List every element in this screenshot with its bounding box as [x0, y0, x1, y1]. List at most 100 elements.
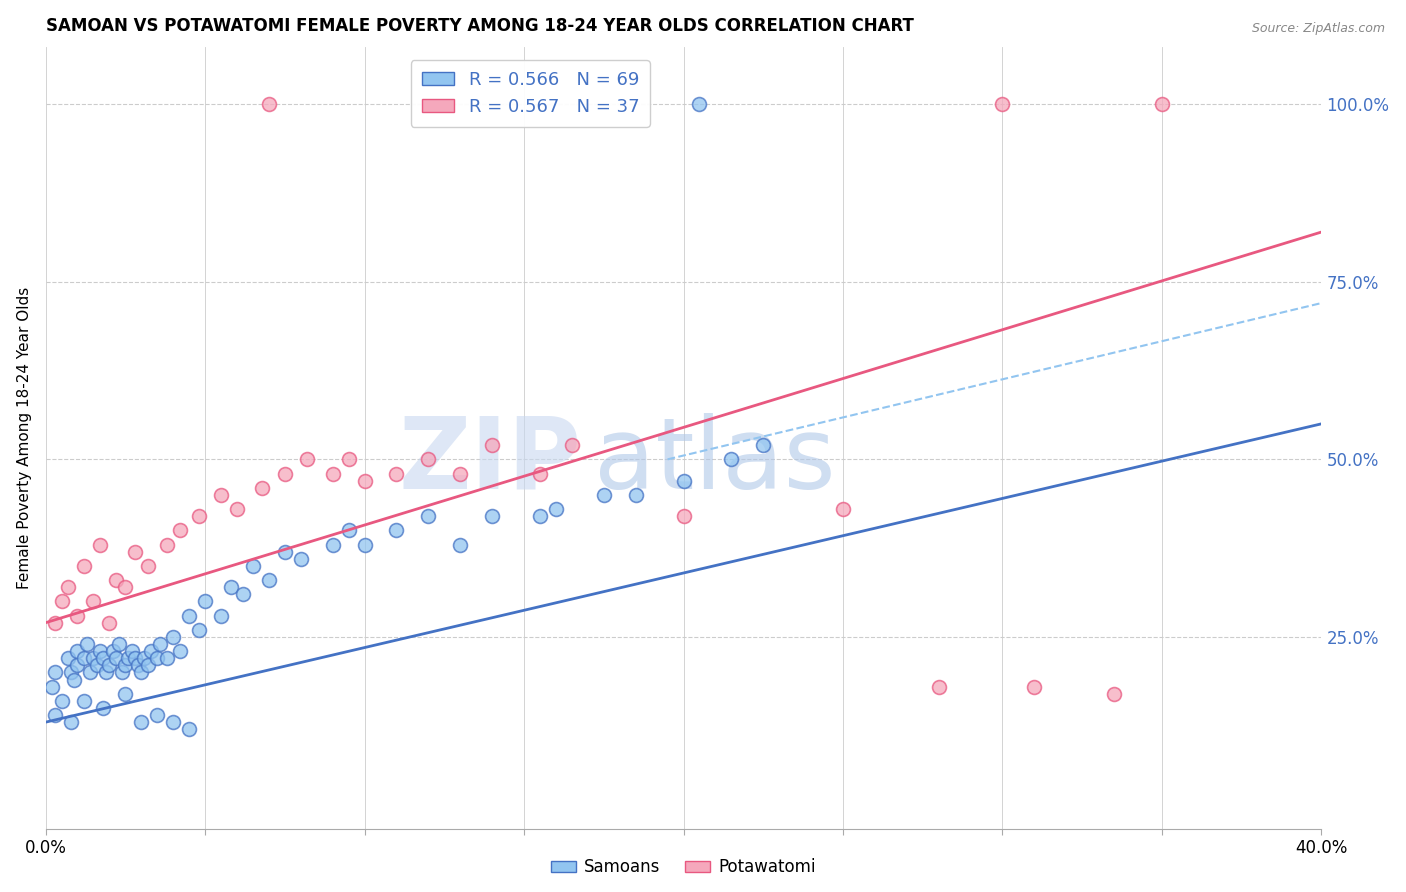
- Point: [162, 715, 184, 730]
- Point: [139, 644, 162, 658]
- Point: [1150, 97, 1173, 112]
- Point: [108, 637, 131, 651]
- Point: [156, 651, 179, 665]
- Point: [322, 467, 344, 481]
- Point: [127, 658, 149, 673]
- Point: [82, 594, 104, 608]
- Point: [104, 651, 127, 665]
- Point: [66, 658, 89, 673]
- Point: [114, 580, 136, 594]
- Point: [1024, 680, 1046, 694]
- Point: [73, 651, 96, 665]
- Point: [529, 467, 551, 481]
- Point: [219, 580, 242, 594]
- Point: [79, 665, 101, 680]
- Point: [111, 665, 134, 680]
- Point: [832, 502, 855, 516]
- Point: [86, 658, 108, 673]
- Point: [169, 644, 191, 658]
- Point: [1102, 687, 1125, 701]
- Point: [101, 644, 124, 658]
- Point: [449, 467, 471, 481]
- Point: [274, 467, 297, 481]
- Text: ZIP: ZIP: [398, 413, 582, 510]
- Legend: Samoans, Potawatomi: Samoans, Potawatomi: [544, 852, 823, 883]
- Point: [98, 615, 121, 630]
- Point: [129, 665, 152, 680]
- Point: [322, 538, 344, 552]
- Point: [114, 687, 136, 701]
- Point: [290, 551, 312, 566]
- Text: Source: ZipAtlas.com: Source: ZipAtlas.com: [1251, 22, 1385, 36]
- Point: [149, 637, 172, 651]
- Point: [529, 509, 551, 524]
- Point: [44, 708, 66, 723]
- Point: [60, 665, 83, 680]
- Point: [385, 467, 408, 481]
- Point: [337, 452, 360, 467]
- Point: [124, 651, 146, 665]
- Point: [252, 481, 274, 495]
- Point: [257, 97, 280, 112]
- Point: [232, 587, 254, 601]
- Point: [51, 694, 73, 708]
- Point: [194, 594, 217, 608]
- Point: [91, 651, 114, 665]
- Point: [592, 488, 614, 502]
- Point: [209, 488, 232, 502]
- Point: [177, 608, 200, 623]
- Point: [41, 680, 63, 694]
- Point: [51, 594, 73, 608]
- Point: [169, 524, 191, 538]
- Point: [257, 573, 280, 587]
- Point: [63, 673, 86, 687]
- Point: [295, 452, 318, 467]
- Point: [624, 488, 647, 502]
- Point: [82, 651, 104, 665]
- Point: [481, 509, 503, 524]
- Point: [73, 558, 96, 573]
- Point: [136, 558, 159, 573]
- Point: [162, 630, 184, 644]
- Text: atlas: atlas: [595, 413, 835, 510]
- Point: [56, 651, 79, 665]
- Point: [146, 708, 169, 723]
- Point: [134, 651, 156, 665]
- Point: [242, 558, 264, 573]
- Point: [156, 538, 179, 552]
- Point: [544, 502, 567, 516]
- Point: [104, 573, 127, 587]
- Point: [418, 452, 440, 467]
- Point: [96, 665, 118, 680]
- Point: [353, 474, 375, 488]
- Point: [274, 544, 297, 558]
- Point: [928, 680, 950, 694]
- Point: [752, 438, 775, 452]
- Point: [337, 524, 360, 538]
- Point: [76, 637, 98, 651]
- Point: [481, 438, 503, 452]
- Point: [56, 580, 79, 594]
- Point: [89, 538, 111, 552]
- Y-axis label: Female Poverty Among 18-24 Year Olds: Female Poverty Among 18-24 Year Olds: [17, 287, 32, 589]
- Point: [449, 538, 471, 552]
- Text: SAMOAN VS POTAWATOMI FEMALE POVERTY AMONG 18-24 YEAR OLDS CORRELATION CHART: SAMOAN VS POTAWATOMI FEMALE POVERTY AMON…: [45, 17, 914, 35]
- Point: [177, 723, 200, 737]
- Point: [60, 715, 83, 730]
- Point: [66, 644, 89, 658]
- Point: [688, 97, 710, 112]
- Point: [91, 701, 114, 715]
- Point: [991, 97, 1014, 112]
- Point: [561, 438, 583, 452]
- Point: [114, 658, 136, 673]
- Point: [98, 658, 121, 673]
- Point: [187, 509, 209, 524]
- Point: [187, 623, 209, 637]
- Point: [353, 538, 375, 552]
- Point: [136, 658, 159, 673]
- Point: [672, 509, 695, 524]
- Point: [720, 452, 742, 467]
- Point: [226, 502, 249, 516]
- Point: [66, 608, 89, 623]
- Point: [385, 524, 408, 538]
